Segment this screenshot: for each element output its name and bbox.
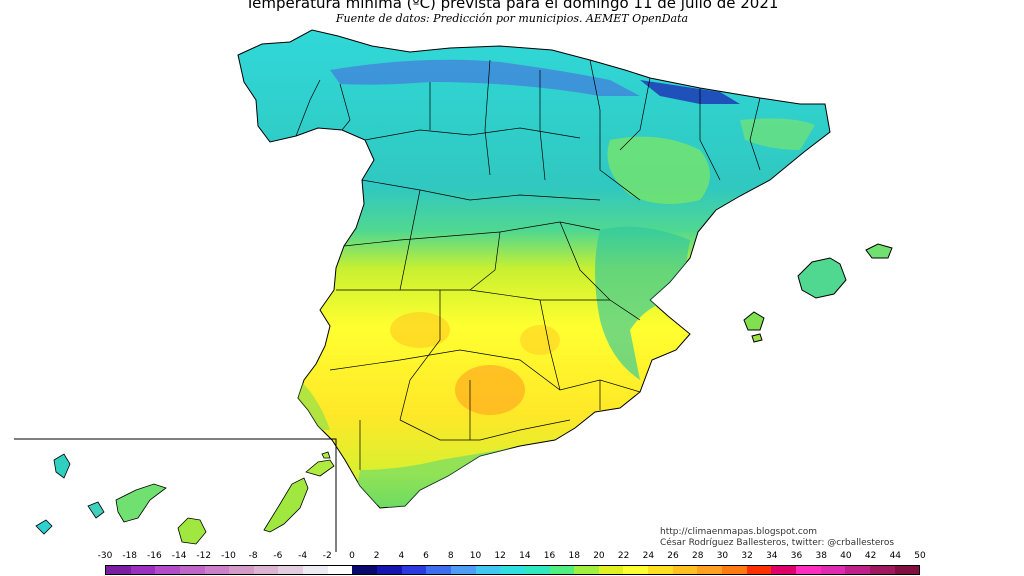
legend-tick: 42 (864, 551, 877, 561)
legend-swatch (500, 566, 525, 574)
legend-tick: -14 (171, 551, 187, 561)
legend-swatch (303, 566, 328, 574)
legend-tick: 14 (519, 551, 531, 561)
legend-tick: 36 (790, 551, 803, 561)
map-title: Temperatura mínima (ºC) prevista para el… (245, 0, 779, 12)
legend-swatch (475, 566, 501, 574)
legend-tick: 8 (447, 551, 454, 561)
legend-tick: -10 (221, 551, 236, 561)
legend-swatch (549, 566, 575, 574)
legend-tick: 32 (741, 551, 753, 561)
legend-swatch (106, 566, 131, 574)
legend-tick: 18 (568, 551, 580, 561)
author-credit: César Rodríguez Ballesteros, twitter: @c… (660, 538, 895, 548)
legend-swatch (795, 566, 821, 574)
legend-tick: 30 (716, 551, 729, 561)
baleares-region (743, 243, 893, 343)
legend-tick: 2 (373, 551, 380, 561)
legend-tick: 24 (642, 551, 655, 561)
legend-tick: -6 (273, 551, 283, 561)
legend-tick: 22 (617, 551, 630, 561)
legend-swatch (426, 566, 451, 574)
legend-tick: -18 (122, 551, 138, 561)
legend-tick: 4 (398, 551, 405, 561)
legend-tick: 34 (766, 551, 778, 561)
legend-tick: 20 (593, 551, 605, 561)
legend-swatch (155, 566, 180, 574)
temperature-map (14, 29, 893, 552)
legend-swatch (820, 566, 846, 574)
legend-swatch (450, 566, 476, 574)
legend-tick: -4 (298, 551, 308, 561)
legend-tick: 10 (469, 551, 482, 561)
legend-bar (105, 565, 920, 575)
canarias-inset (14, 438, 337, 552)
legend-swatch (327, 566, 353, 574)
legend-swatch (746, 566, 772, 574)
legend-tick: 0 (349, 551, 355, 561)
legend-swatch (253, 566, 279, 574)
legend-tick: -2 (322, 551, 332, 561)
legend-tick: 38 (815, 551, 827, 561)
legend-swatch (869, 566, 895, 574)
legend-tick: -30 (97, 551, 113, 561)
legend-swatch (598, 566, 624, 574)
legend-tick: -16 (147, 551, 162, 561)
map-subtitle: Fuente de datos: Predicción por municipi… (335, 12, 689, 25)
legend-swatch (377, 566, 402, 574)
legend-swatch (352, 566, 378, 574)
legend-swatch (648, 566, 673, 574)
peninsula-region (237, 29, 831, 509)
legend-tick: 40 (840, 551, 852, 561)
legend-swatch (697, 566, 723, 574)
color-legend: -30 -18 -16 -14 -12 -10 -8 -6 -4 -2 0 2 4 6 8 10 12 14 16 1… (0, 551, 1024, 576)
blog-url: http://climaenmapas.blogspot.com (660, 527, 818, 537)
legend-swatch (130, 566, 156, 574)
legend-tick: 28 (691, 551, 704, 561)
legend-swatch (574, 566, 599, 574)
legend-swatch (278, 566, 304, 574)
legend-tick: -8 (248, 551, 258, 561)
legend-swatch (229, 566, 254, 574)
legend-tick: -12 (196, 551, 212, 561)
legend-swatch (204, 566, 230, 574)
legend-swatch (623, 566, 649, 574)
legend-swatch (845, 566, 870, 574)
credits: http://climaenmapas.blogspot.com César R… (660, 527, 894, 549)
legend-tick: 16 (543, 551, 556, 561)
legend-tick: 12 (494, 551, 506, 561)
legend-swatch (722, 566, 747, 574)
legend-swatch (179, 566, 205, 574)
legend-swatch (401, 566, 427, 574)
legend-swatch (524, 566, 550, 574)
legend-swatch (771, 566, 796, 574)
legend-tick: 50 (914, 551, 926, 561)
legend-tick: 26 (667, 551, 679, 561)
legend-swatch (672, 566, 698, 574)
legend-tick: 6 (423, 551, 429, 561)
legend-tick: 44 (889, 551, 902, 561)
legend-swatch (894, 566, 920, 574)
